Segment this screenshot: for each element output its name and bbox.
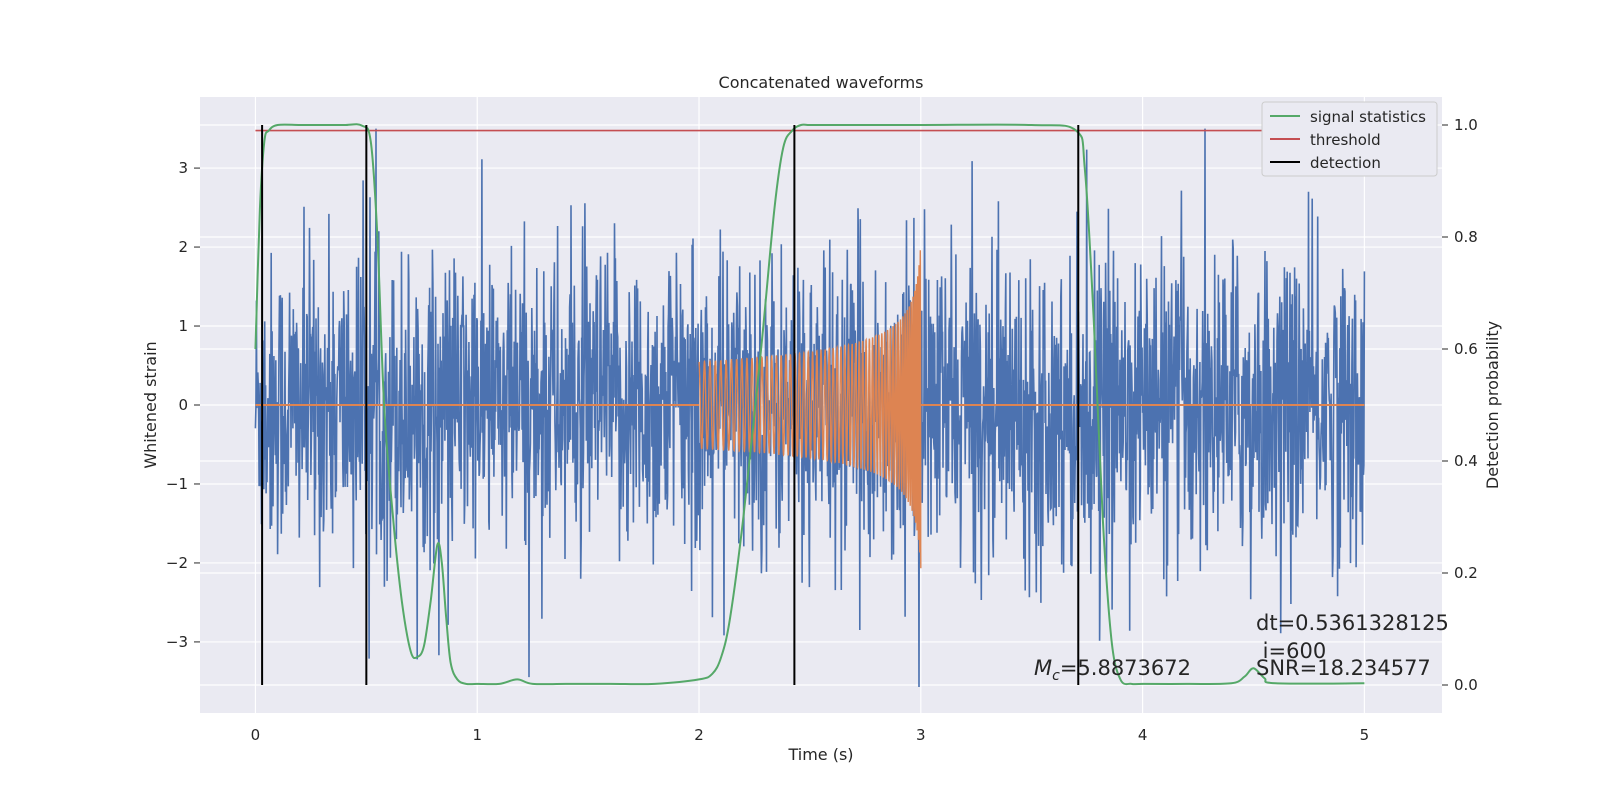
y2-tick-label: 1.0: [1454, 116, 1478, 134]
x-axis-ticks: 0 1 2 3 4 5: [251, 726, 1369, 744]
y-axis-label: Whitened strain: [141, 341, 160, 468]
chart-title: Concatenated waveforms: [719, 73, 924, 92]
y2-tick-label: 0.0: [1454, 676, 1478, 694]
annotation-snr: SNR=18.234577: [1256, 656, 1431, 680]
annotation-mc-subscript: c: [1052, 668, 1060, 684]
y2-tick-label: 0.4: [1454, 452, 1478, 470]
legend-label-threshold: threshold: [1310, 131, 1381, 149]
signal-statistics-line: [254, 123, 1365, 686]
x-tick-label: 4: [1138, 726, 1148, 744]
legend-label-signal-statistics: signal statistics: [1310, 108, 1426, 126]
annotation-mc: Mc=5.8873672: [1034, 656, 1191, 684]
template-chirp-line: [698, 250, 922, 569]
legend: signal statistics threshold detection: [1261, 101, 1438, 177]
x-tick-label: 5: [1360, 726, 1370, 744]
y-tick-label: −2: [166, 554, 188, 572]
y2-tick-label: 0.8: [1454, 228, 1478, 246]
y-tick-label: 1: [178, 317, 188, 335]
template-series: [255, 250, 1365, 569]
y-tick-label: 3: [178, 159, 188, 177]
annotation-index: i=600: [1256, 639, 1326, 663]
y2-axis-ticks: 0.0 0.2 0.4 0.6 0.8 1.0: [1442, 116, 1478, 694]
y-tick-label: −3: [166, 633, 188, 651]
right-axis-series: [254, 123, 1365, 686]
y-axis-ticks: −3 −2 −1 0 1 2 3: [166, 159, 200, 651]
annotation-mc-symbol: M: [1034, 656, 1052, 680]
plot-contents: [254, 123, 1366, 688]
x-axis-label: Time (s): [787, 745, 853, 764]
annotation-dt: dt=0.5361328125: [1256, 611, 1449, 635]
y-tick-label: −1: [166, 475, 188, 493]
detection-lines: [261, 125, 1080, 685]
x-tick-label: 0: [251, 726, 261, 744]
x-tick-label: 1: [472, 726, 482, 744]
x-tick-label: 3: [916, 726, 926, 744]
x-tick-label: 2: [694, 726, 704, 744]
y-tick-label: 0: [178, 396, 188, 414]
y2-tick-label: 0.2: [1454, 564, 1478, 582]
legend-label-detection: detection: [1310, 154, 1381, 172]
legend-box: [1261, 101, 1438, 177]
y-tick-label: 2: [178, 238, 188, 256]
annotation-mc-value: =5.8873672: [1060, 656, 1191, 680]
y2-tick-label: 0.6: [1454, 340, 1478, 358]
y2-axis-label: Detection probability: [1483, 321, 1502, 489]
